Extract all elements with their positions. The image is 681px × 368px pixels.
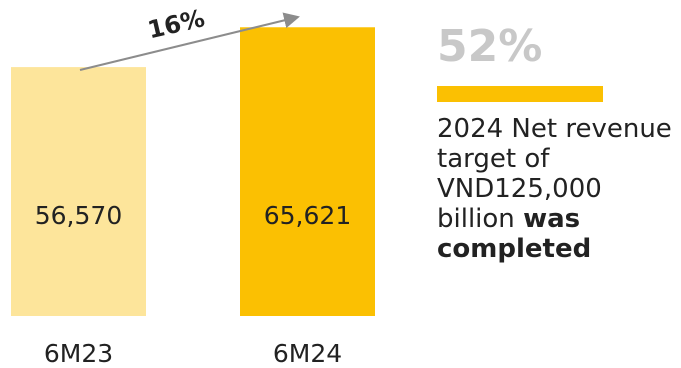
target-percent: 52% [437,21,543,72]
target-note: 2024 Net revenue target of VND125,000 bi… [437,114,677,264]
bar-group: 56,570 6M23 65,621 6M24 [11,27,375,368]
category-label: 6M24 [273,339,342,368]
bar-value-label: 56,570 [35,201,122,230]
category-label: 6M23 [44,339,113,368]
revenue-bar-chart: 56,570 6M23 65,621 6M24 16% [11,4,375,368]
growth-label: 16% [145,4,207,44]
bar-6M23 [11,67,146,316]
accent-rule [437,86,603,102]
growth-arrow [79,12,300,71]
summary-panel: 52% 2024 Net revenue target of VND125,00… [437,22,677,264]
bar-6M24 [240,27,375,316]
target-note-emphasis: was completed [437,204,592,264]
bar-value-label: 65,621 [264,201,351,230]
target-note-text: 2024 Net revenue target of VND125,000 bi… [437,114,672,234]
